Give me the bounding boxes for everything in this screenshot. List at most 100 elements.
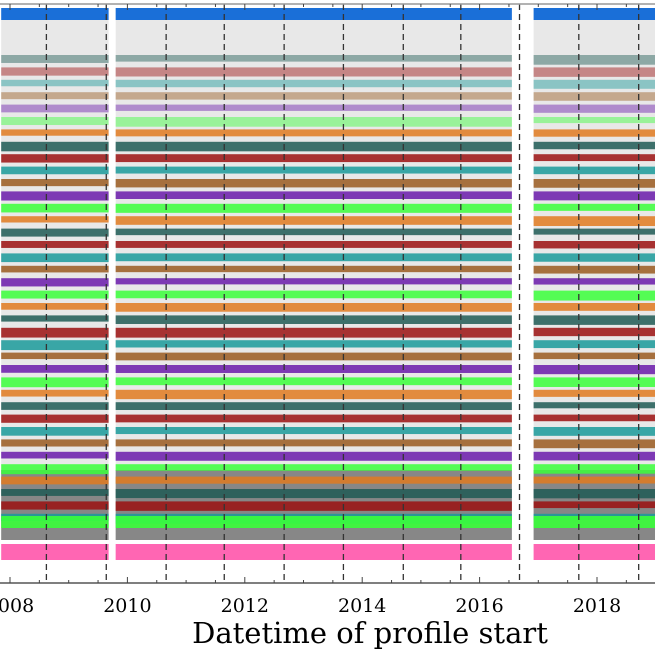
x-tick-label: 2010 — [103, 595, 151, 617]
layer-band — [1, 154, 109, 163]
layer-band — [533, 290, 655, 301]
layer-band — [533, 79, 655, 89]
layer-band — [1, 476, 109, 485]
layer-band — [1, 402, 109, 410]
layer-band — [115, 79, 512, 88]
layer-band — [115, 117, 512, 127]
layer-band — [1, 104, 109, 113]
layer-band — [1, 117, 109, 126]
layer-band-green — [533, 516, 655, 528]
layer-band — [533, 191, 655, 201]
layer-band — [115, 489, 512, 499]
layer-band — [115, 216, 512, 225]
layer-band — [533, 117, 655, 124]
layer-band — [115, 427, 512, 435]
layer-band — [533, 427, 655, 436]
layer-band — [115, 104, 512, 111]
layer-band — [115, 67, 512, 77]
layer-band — [533, 414, 655, 422]
plot-area — [1, 4, 655, 583]
layer-band — [533, 92, 655, 101]
layer-band — [533, 327, 655, 337]
layer-band — [115, 476, 512, 484]
layer-band — [533, 402, 655, 409]
layer-band — [115, 166, 512, 174]
layer-band — [533, 67, 655, 77]
layer-band — [1, 228, 109, 237]
layer-band — [1, 290, 109, 299]
layer-band — [533, 179, 655, 188]
layer-band — [115, 203, 512, 213]
x-axis-label: Datetime of profile start — [192, 616, 548, 650]
layer-band — [533, 55, 655, 65]
layer-band — [115, 377, 512, 386]
layer-band — [533, 154, 655, 162]
layer-band — [115, 451, 512, 461]
layer-band — [1, 315, 109, 322]
layer-band — [1, 414, 109, 423]
layer-band — [533, 352, 655, 360]
layer-band — [115, 327, 512, 338]
layer-band — [533, 340, 655, 349]
top-layer-points — [1, 8, 109, 20]
layer-band — [533, 216, 655, 227]
layer-band — [533, 501, 655, 509]
layer-band — [533, 439, 655, 449]
layer-band — [533, 228, 655, 235]
layer-band — [115, 253, 512, 262]
layer-band — [1, 303, 109, 310]
layer-band — [115, 278, 512, 285]
layer-band — [115, 365, 512, 373]
top-layer-points — [533, 8, 655, 20]
layer-band — [1, 501, 109, 510]
layer-band — [1, 464, 109, 475]
layer-band — [1, 55, 109, 63]
layer-band — [533, 166, 655, 175]
bottom-layer-points — [533, 544, 655, 560]
layer-band — [1, 79, 109, 87]
layer-band — [533, 129, 655, 137]
layer-band — [1, 365, 109, 373]
layer-band — [1, 92, 109, 100]
layer-band — [533, 451, 655, 461]
layer-band — [1, 489, 109, 496]
layer-band — [533, 265, 655, 274]
layer-band — [533, 241, 655, 249]
layer-band — [1, 327, 109, 338]
top-layer-points — [115, 8, 512, 20]
layer-band — [533, 365, 655, 375]
layer-band — [1, 253, 109, 263]
layer-band — [533, 141, 655, 150]
layer-band — [1, 389, 109, 397]
layer-band — [115, 389, 512, 400]
layer-band — [533, 389, 655, 397]
bottom-layer-points — [1, 544, 109, 560]
layer-band — [1, 203, 109, 213]
layer-band — [115, 303, 512, 312]
layer-band — [115, 129, 512, 137]
layer-band — [533, 377, 655, 387]
layer-band — [533, 303, 655, 311]
layer-band — [1, 265, 109, 273]
layer-band — [1, 377, 109, 388]
layer-band — [115, 265, 512, 273]
layer-band — [115, 241, 512, 248]
layer-band — [1, 179, 109, 187]
layer-band — [533, 104, 655, 113]
layer-band — [115, 92, 512, 100]
layer-band — [115, 290, 512, 299]
layer-band — [533, 253, 655, 262]
x-tick-label: 2012 — [221, 595, 269, 617]
layer-band — [1, 427, 109, 436]
layer-band — [115, 439, 512, 447]
bottom-layer-points — [115, 544, 512, 560]
layer-band — [115, 141, 512, 152]
layer-band — [1, 241, 109, 248]
layer-band-green — [115, 516, 512, 528]
layer-band — [115, 464, 512, 471]
layer-band — [1, 340, 109, 351]
layer-band — [115, 352, 512, 361]
layer-band — [115, 315, 512, 324]
layer-band — [1, 191, 109, 201]
layer-band — [115, 402, 512, 411]
